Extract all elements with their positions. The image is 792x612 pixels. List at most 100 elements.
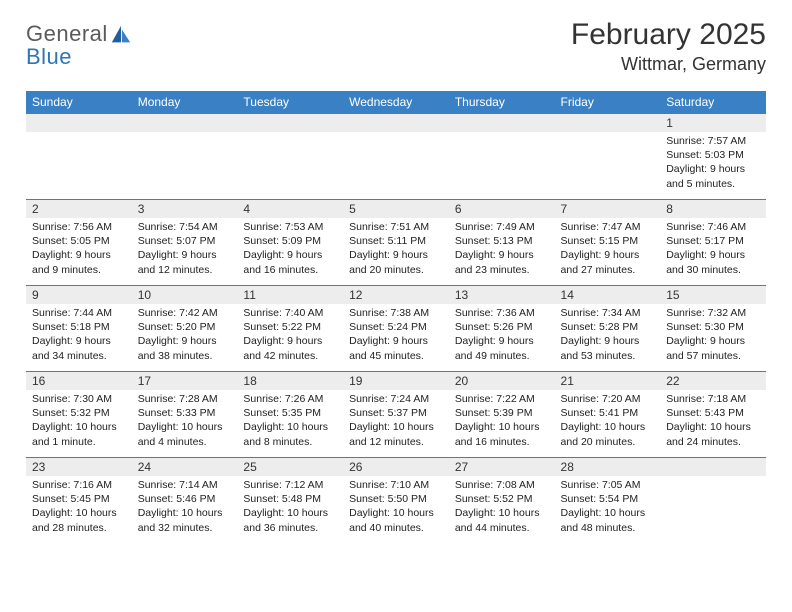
- daylight-text: Daylight: 9 hours and 23 minutes.: [455, 248, 549, 276]
- header: General Blue February 2025 Wittmar, Germ…: [26, 18, 766, 75]
- calendar-cell: 7Sunrise: 7:47 AMSunset: 5:15 PMDaylight…: [555, 200, 661, 286]
- day-number: 20: [449, 372, 555, 390]
- calendar-cell: 23Sunrise: 7:16 AMSunset: 5:45 PMDayligh…: [26, 458, 132, 544]
- sunset-text: Sunset: 5:24 PM: [349, 320, 443, 334]
- calendar-week: 16Sunrise: 7:30 AMSunset: 5:32 PMDayligh…: [26, 372, 766, 458]
- calendar-cell: [237, 114, 343, 200]
- sunrise-text: Sunrise: 7:26 AM: [243, 392, 337, 406]
- sunrise-text: Sunrise: 7:30 AM: [32, 392, 126, 406]
- day-number: 5: [343, 200, 449, 218]
- daylight-text: Daylight: 10 hours and 8 minutes.: [243, 420, 337, 448]
- day-number: 18: [237, 372, 343, 390]
- day-number: [449, 114, 555, 132]
- sunset-text: Sunset: 5:30 PM: [666, 320, 760, 334]
- day-details: Sunrise: 7:51 AMSunset: 5:11 PMDaylight:…: [343, 218, 449, 279]
- title-block: February 2025 Wittmar, Germany: [571, 18, 766, 75]
- sunset-text: Sunset: 5:37 PM: [349, 406, 443, 420]
- day-number: [237, 114, 343, 132]
- daylight-text: Daylight: 9 hours and 20 minutes.: [349, 248, 443, 276]
- day-number: 11: [237, 286, 343, 304]
- calendar-cell: 10Sunrise: 7:42 AMSunset: 5:20 PMDayligh…: [132, 286, 238, 372]
- day-number: 3: [132, 200, 238, 218]
- day-number: [26, 114, 132, 132]
- calendar-cell: 28Sunrise: 7:05 AMSunset: 5:54 PMDayligh…: [555, 458, 661, 544]
- daylight-text: Daylight: 9 hours and 49 minutes.: [455, 334, 549, 362]
- sunrise-text: Sunrise: 7:47 AM: [561, 220, 655, 234]
- sunset-text: Sunset: 5:39 PM: [455, 406, 549, 420]
- day-details: Sunrise: 7:36 AMSunset: 5:26 PMDaylight:…: [449, 304, 555, 365]
- calendar-cell: [26, 114, 132, 200]
- sunrise-text: Sunrise: 7:40 AM: [243, 306, 337, 320]
- daylight-text: Daylight: 9 hours and 57 minutes.: [666, 334, 760, 362]
- weekday-header: Tuesday: [237, 91, 343, 114]
- day-number: 13: [449, 286, 555, 304]
- daylight-text: Daylight: 10 hours and 20 minutes.: [561, 420, 655, 448]
- calendar-cell: 2Sunrise: 7:56 AMSunset: 5:05 PMDaylight…: [26, 200, 132, 286]
- sunrise-text: Sunrise: 7:32 AM: [666, 306, 760, 320]
- daylight-text: Daylight: 10 hours and 16 minutes.: [455, 420, 549, 448]
- sunrise-text: Sunrise: 7:08 AM: [455, 478, 549, 492]
- sunrise-text: Sunrise: 7:22 AM: [455, 392, 549, 406]
- sunset-text: Sunset: 5:15 PM: [561, 234, 655, 248]
- day-details: Sunrise: 7:49 AMSunset: 5:13 PMDaylight:…: [449, 218, 555, 279]
- sunrise-text: Sunrise: 7:28 AM: [138, 392, 232, 406]
- daylight-text: Daylight: 9 hours and 45 minutes.: [349, 334, 443, 362]
- daylight-text: Daylight: 10 hours and 1 minute.: [32, 420, 126, 448]
- sunset-text: Sunset: 5:52 PM: [455, 492, 549, 506]
- calendar-cell: 6Sunrise: 7:49 AMSunset: 5:13 PMDaylight…: [449, 200, 555, 286]
- day-details: Sunrise: 7:08 AMSunset: 5:52 PMDaylight:…: [449, 476, 555, 537]
- daylight-text: Daylight: 9 hours and 34 minutes.: [32, 334, 126, 362]
- day-number: 27: [449, 458, 555, 476]
- day-number: [660, 458, 766, 476]
- daylight-text: Daylight: 10 hours and 28 minutes.: [32, 506, 126, 534]
- day-number: 16: [26, 372, 132, 390]
- calendar-week: 23Sunrise: 7:16 AMSunset: 5:45 PMDayligh…: [26, 458, 766, 544]
- day-details: Sunrise: 7:42 AMSunset: 5:20 PMDaylight:…: [132, 304, 238, 365]
- sunset-text: Sunset: 5:09 PM: [243, 234, 337, 248]
- sunrise-text: Sunrise: 7:20 AM: [561, 392, 655, 406]
- month-title: February 2025: [571, 18, 766, 52]
- day-number: 7: [555, 200, 661, 218]
- day-details: Sunrise: 7:56 AMSunset: 5:05 PMDaylight:…: [26, 218, 132, 279]
- day-number: 26: [343, 458, 449, 476]
- day-details: Sunrise: 7:47 AMSunset: 5:15 PMDaylight:…: [555, 218, 661, 279]
- calendar-cell: 17Sunrise: 7:28 AMSunset: 5:33 PMDayligh…: [132, 372, 238, 458]
- day-number: 1: [660, 114, 766, 132]
- sunrise-text: Sunrise: 7:57 AM: [666, 134, 760, 148]
- day-number: 14: [555, 286, 661, 304]
- sunset-text: Sunset: 5:32 PM: [32, 406, 126, 420]
- calendar-week: 2Sunrise: 7:56 AMSunset: 5:05 PMDaylight…: [26, 200, 766, 286]
- day-details: Sunrise: 7:40 AMSunset: 5:22 PMDaylight:…: [237, 304, 343, 365]
- calendar-cell: 18Sunrise: 7:26 AMSunset: 5:35 PMDayligh…: [237, 372, 343, 458]
- daylight-text: Daylight: 10 hours and 48 minutes.: [561, 506, 655, 534]
- sunset-text: Sunset: 5:11 PM: [349, 234, 443, 248]
- day-details: Sunrise: 7:10 AMSunset: 5:50 PMDaylight:…: [343, 476, 449, 537]
- daylight-text: Daylight: 9 hours and 12 minutes.: [138, 248, 232, 276]
- sunset-text: Sunset: 5:28 PM: [561, 320, 655, 334]
- day-number: 10: [132, 286, 238, 304]
- day-details: Sunrise: 7:32 AMSunset: 5:30 PMDaylight:…: [660, 304, 766, 365]
- calendar-cell: 12Sunrise: 7:38 AMSunset: 5:24 PMDayligh…: [343, 286, 449, 372]
- sunset-text: Sunset: 5:03 PM: [666, 148, 760, 162]
- calendar-cell: 19Sunrise: 7:24 AMSunset: 5:37 PMDayligh…: [343, 372, 449, 458]
- logo-line2: Blue: [26, 44, 72, 69]
- calendar-week: 1Sunrise: 7:57 AMSunset: 5:03 PMDaylight…: [26, 114, 766, 200]
- calendar-cell: [555, 114, 661, 200]
- daylight-text: Daylight: 10 hours and 4 minutes.: [138, 420, 232, 448]
- sunrise-text: Sunrise: 7:14 AM: [138, 478, 232, 492]
- day-number: 6: [449, 200, 555, 218]
- day-details: Sunrise: 7:26 AMSunset: 5:35 PMDaylight:…: [237, 390, 343, 451]
- daylight-text: Daylight: 10 hours and 40 minutes.: [349, 506, 443, 534]
- day-details: Sunrise: 7:53 AMSunset: 5:09 PMDaylight:…: [237, 218, 343, 279]
- day-number: 23: [26, 458, 132, 476]
- calendar-cell: 8Sunrise: 7:46 AMSunset: 5:17 PMDaylight…: [660, 200, 766, 286]
- sunset-text: Sunset: 5:48 PM: [243, 492, 337, 506]
- sunrise-text: Sunrise: 7:24 AM: [349, 392, 443, 406]
- daylight-text: Daylight: 9 hours and 30 minutes.: [666, 248, 760, 276]
- calendar-header-row: SundayMondayTuesdayWednesdayThursdayFrid…: [26, 91, 766, 114]
- day-number: 2: [26, 200, 132, 218]
- sunrise-text: Sunrise: 7:05 AM: [561, 478, 655, 492]
- sunset-text: Sunset: 5:13 PM: [455, 234, 549, 248]
- day-details: Sunrise: 7:46 AMSunset: 5:17 PMDaylight:…: [660, 218, 766, 279]
- calendar-cell: 26Sunrise: 7:10 AMSunset: 5:50 PMDayligh…: [343, 458, 449, 544]
